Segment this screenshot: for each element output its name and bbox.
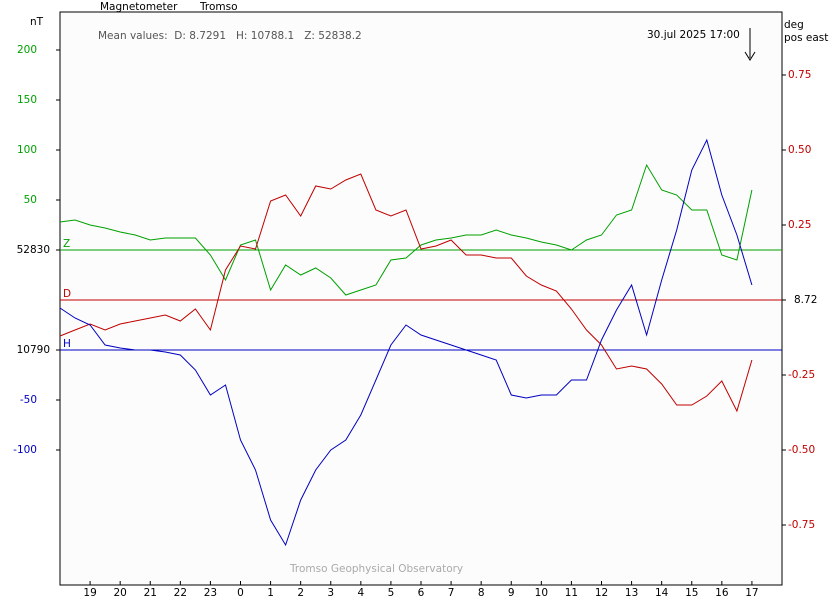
series-line (59, 138, 753, 547)
mean-values: Mean values: D: 8.7291 H: 10788.1 Z: 528… (98, 30, 362, 42)
x-tick-label: 15 (685, 587, 698, 599)
x-tick-label: 4 (357, 587, 364, 599)
x-tick-label: 6 (418, 587, 425, 599)
x-tick-label: 7 (448, 587, 455, 599)
series-label: D (63, 288, 71, 300)
y2-label: deg (784, 19, 804, 31)
x-tick-label: 19 (83, 587, 96, 599)
x-tick-label: 13 (625, 587, 638, 599)
x-tick-label: 5 (388, 587, 395, 599)
series-label: H (63, 338, 71, 350)
station: Tromso (199, 1, 238, 13)
x-tick-label: 11 (565, 587, 578, 599)
x-tick-label: 8 (478, 587, 485, 599)
x-tick-label: 9 (508, 587, 515, 599)
timestamp: 30.jul 2025 17:00 (647, 29, 740, 41)
y-tick-label: 100 (17, 144, 37, 156)
x-tick-label: 1 (267, 587, 274, 599)
y-tick-label: 50 (24, 194, 37, 206)
x-tick-label: 23 (204, 587, 217, 599)
y2-tick-label: 8.72 (794, 294, 817, 306)
y2-tick-label: -0.75 (788, 519, 815, 531)
series-label: Z (63, 238, 70, 250)
x-tick-label: 14 (655, 587, 669, 599)
y2-sublabel: pos east (784, 32, 828, 44)
y-tick-label: -100 (13, 444, 37, 456)
x-tick-label: 16 (715, 587, 729, 599)
y-tick-label: 200 (17, 44, 37, 56)
series-line (59, 173, 753, 413)
time-arrow (744, 28, 756, 61)
y2-tick-label: -0.50 (788, 444, 815, 456)
x-tick-label: 2 (297, 587, 304, 599)
y-tick-label: 52830 (17, 244, 50, 256)
x-tick-label: 12 (595, 587, 608, 599)
series-line (59, 163, 753, 296)
footer: Tromso Geophysical Observatory (289, 563, 463, 575)
x-tick-label: 22 (174, 587, 187, 599)
y2-tick-label: 0.50 (788, 144, 811, 156)
y-tick-label: 10790 (17, 344, 50, 356)
x-tick-label: 0 (237, 587, 244, 599)
y-tick-label: 150 (17, 94, 37, 106)
x-tick-label: 10 (535, 587, 548, 599)
x-tick-label: 3 (327, 587, 334, 599)
x-tick-label: 17 (745, 587, 758, 599)
x-tick-label: 20 (113, 587, 126, 599)
y-label: nT (30, 16, 44, 28)
y-tick-label: -50 (20, 394, 37, 406)
y2-tick-label: 0.75 (788, 69, 811, 81)
x-tick-label: 21 (144, 587, 157, 599)
y2-tick-label: 0.25 (788, 219, 811, 231)
plot-area (59, 11, 783, 586)
chart-title: Magnetometer (100, 1, 178, 13)
y2-tick-label: -0.25 (788, 369, 815, 381)
